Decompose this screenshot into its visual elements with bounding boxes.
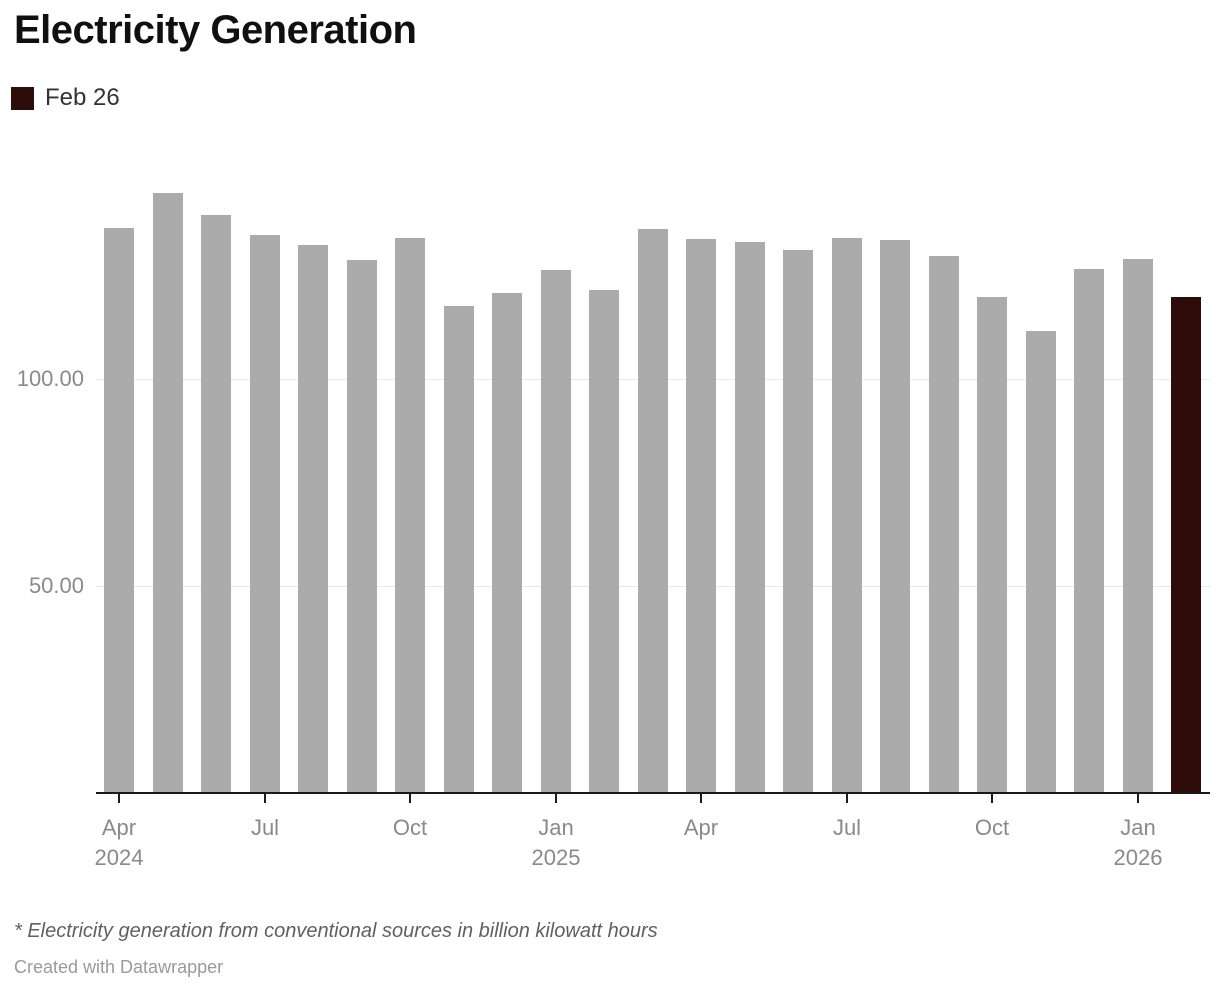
bar[interactable] xyxy=(1123,259,1153,793)
bar[interactable] xyxy=(298,245,328,793)
x-tick-label: Jan 2026 xyxy=(1113,815,1163,870)
legend: Feb 26 xyxy=(11,84,120,112)
bar[interactable] xyxy=(832,238,862,793)
bar[interactable] xyxy=(783,250,813,793)
x-tick xyxy=(991,794,993,803)
x-tick xyxy=(409,794,411,803)
bar[interactable] xyxy=(347,260,377,793)
x-tick xyxy=(700,794,702,803)
legend-label: Feb 26 xyxy=(45,84,120,111)
x-tick xyxy=(118,794,120,803)
x-tick xyxy=(1137,794,1139,803)
x-tick-label: Jul xyxy=(832,815,862,840)
x-tick xyxy=(264,794,266,803)
legend-swatch xyxy=(11,86,34,110)
bar[interactable] xyxy=(250,235,280,793)
x-tick-label: Apr 2024 xyxy=(94,815,144,870)
x-tick-label: Jul xyxy=(250,815,280,840)
bar[interactable] xyxy=(1026,331,1056,793)
bar[interactable] xyxy=(201,215,231,793)
x-tick-label: Oct xyxy=(974,815,1010,840)
bar[interactable] xyxy=(735,242,765,793)
bar[interactable] xyxy=(444,306,474,793)
x-tick-label: Oct xyxy=(392,815,428,840)
bar[interactable] xyxy=(104,228,134,793)
bar[interactable] xyxy=(589,290,619,793)
chart-title: Electricity Generation xyxy=(14,8,417,52)
bar[interactable] xyxy=(1171,297,1201,793)
x-tick xyxy=(846,794,848,803)
x-tick-label: Jan 2025 xyxy=(531,815,581,870)
bar[interactable] xyxy=(153,193,183,793)
bar[interactable] xyxy=(541,270,571,793)
bar[interactable] xyxy=(492,293,522,793)
footnote: * Electricity generation from convention… xyxy=(14,920,658,942)
y-tick-label: 50.00 xyxy=(28,573,84,598)
bar[interactable] xyxy=(929,256,959,793)
bar[interactable] xyxy=(880,240,910,793)
x-tick xyxy=(555,794,557,803)
bar[interactable] xyxy=(686,239,716,793)
x-axis-baseline xyxy=(96,792,1210,794)
y-tick-label: 100.00 xyxy=(16,366,84,391)
bar[interactable] xyxy=(977,297,1007,793)
bar[interactable] xyxy=(1074,269,1104,793)
byline-link[interactable]: Created with Datawrapper xyxy=(14,957,224,977)
bar[interactable] xyxy=(638,229,668,793)
bar[interactable] xyxy=(395,238,425,793)
x-tick-label: Apr xyxy=(683,815,719,840)
